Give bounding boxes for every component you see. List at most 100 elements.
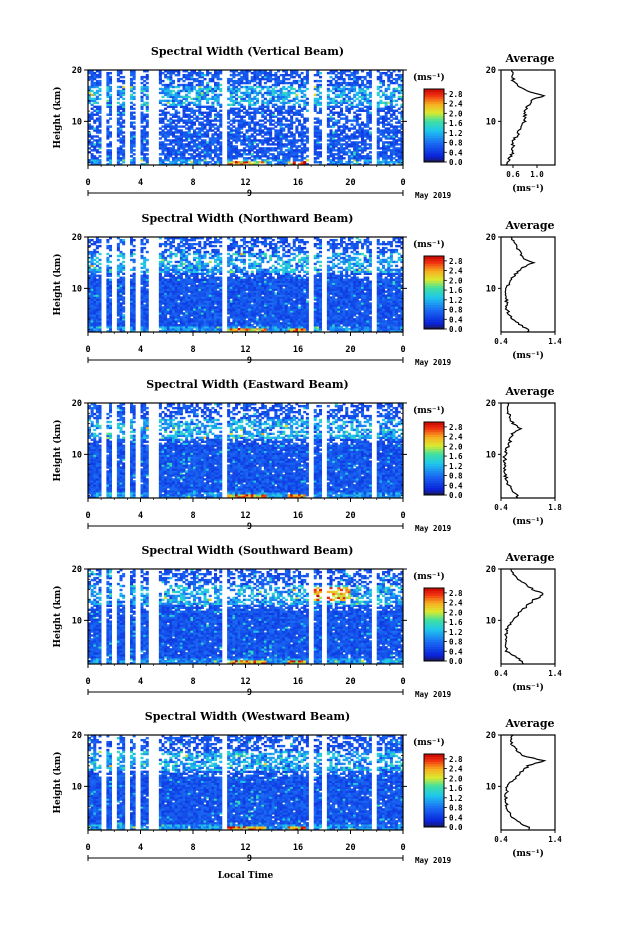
heatmap-cell: [227, 161, 231, 164]
heatmap-cell: [166, 163, 170, 166]
heatmap-cell: [245, 73, 249, 77]
heatmap-cell: [93, 113, 97, 116]
heatmap-cell: [158, 322, 162, 325]
heatmap-cell: [279, 322, 283, 325]
heatmap-cell: [240, 298, 244, 301]
heatmap-cell: [145, 93, 149, 97]
heatmap-cell: [290, 117, 294, 120]
heatmap-cell: [376, 304, 380, 307]
heatmap-cell: [305, 141, 309, 144]
heatmap-cell: [235, 81, 239, 85]
heatmap-cell: [90, 75, 94, 79]
heatmap-cell: [250, 298, 254, 301]
heatmap-cell: [179, 95, 183, 99]
heatmap-cell: [248, 149, 252, 152]
heatmap-cell: [169, 310, 173, 313]
heatmap-cell: [174, 320, 178, 323]
heatmap-cell: [395, 328, 399, 331]
heatmap-cell: [379, 314, 383, 317]
heatmap-cell: [303, 77, 307, 81]
heatmap-cell: [350, 324, 354, 327]
heatmap-cell: [295, 79, 299, 83]
heatmap-cell: [190, 139, 194, 142]
heatmap-cell: [106, 330, 110, 333]
heatmap-cell: [130, 318, 134, 321]
heatmap-cell: [187, 318, 191, 321]
heatmap-cell: [305, 127, 309, 130]
heatmap-cell: [216, 73, 220, 77]
heatmap-cell: [240, 318, 244, 321]
heatmap-cell: [237, 77, 241, 81]
heatmap-cell: [277, 153, 281, 156]
heatmap-cell: [116, 123, 120, 126]
heatmap-cell: [261, 109, 265, 112]
heatmap-cell: [261, 77, 265, 81]
heatmap-cell: [345, 101, 349, 105]
heatmap-cell: [93, 300, 97, 303]
heatmap-cell: [195, 77, 199, 81]
heatmap-cell: [229, 145, 233, 148]
heatmap-cell: [161, 310, 165, 313]
heatmap-cell: [395, 143, 399, 146]
heatmap-cell: [109, 79, 113, 83]
heatmap-cell: [95, 129, 99, 132]
heatmap-cell: [214, 328, 218, 331]
heatmap-cell: [290, 322, 294, 325]
heatmap-cell: [284, 143, 288, 146]
heatmap-cell: [182, 95, 186, 99]
heatmap-cell: [208, 324, 212, 327]
heatmap-cell: [337, 125, 341, 128]
heatmap-cell: [316, 306, 320, 309]
heatmap-cell: [277, 77, 281, 81]
heatmap-cell: [389, 322, 393, 325]
heatmap-cell: [303, 119, 307, 122]
heatmap-cell: [287, 123, 291, 126]
heatmap-cell: [200, 326, 204, 329]
heatmap-cell: [166, 324, 170, 327]
heatmap-cell: [332, 300, 336, 303]
heatmap-cell: [368, 143, 372, 146]
heatmap-cell: [185, 75, 189, 79]
heatmap-cell: [274, 73, 278, 77]
heatmap-cell: [211, 79, 215, 83]
heatmap-cell: [158, 117, 162, 120]
heatmap-cell: [382, 149, 386, 152]
heatmap-cell: [132, 143, 136, 146]
heatmap-cell: [195, 93, 199, 97]
heatmap-cell: [179, 125, 183, 128]
heatmap-cell: [250, 139, 254, 142]
heatmap-cell: [290, 107, 294, 110]
heatmap-cell: [203, 87, 207, 91]
heatmap-cell: [237, 83, 241, 87]
heatmap-cell: [182, 316, 186, 319]
heatmap-cell: [185, 145, 189, 148]
heatmap-cell: [187, 157, 191, 160]
heatmap-cell: [379, 316, 383, 319]
heatmap-cell: [166, 131, 170, 134]
heatmap-cell: [164, 93, 168, 97]
heatmap-cell: [361, 70, 365, 73]
heatmap-cell: [368, 99, 372, 103]
heatmap-cell: [169, 320, 173, 323]
heatmap-cell: [350, 133, 354, 136]
heatmap-cell: [379, 73, 383, 77]
heatmap-cell: [387, 312, 391, 315]
heatmap-cell: [261, 119, 265, 122]
heatmap-cell: [132, 115, 136, 118]
heatmap-cell: [332, 83, 336, 87]
heatmap-cell: [271, 318, 275, 321]
heatmap-cell: [347, 91, 351, 95]
heatmap-cell: [345, 306, 349, 309]
heatmap-cell: [106, 312, 110, 315]
heatmap-cell: [295, 324, 299, 327]
heatmap-cell: [227, 113, 231, 116]
heatmap-cell: [337, 147, 341, 150]
heatmap-cell: [206, 145, 210, 148]
heatmap-cell: [347, 129, 351, 132]
heatmap-cell: [143, 127, 147, 130]
heatmap-cell: [235, 308, 239, 311]
heatmap-cell: [389, 153, 393, 156]
heatmap-cell: [350, 107, 354, 110]
heatmap-cell: [130, 306, 134, 309]
heatmap-cell: [245, 312, 249, 315]
